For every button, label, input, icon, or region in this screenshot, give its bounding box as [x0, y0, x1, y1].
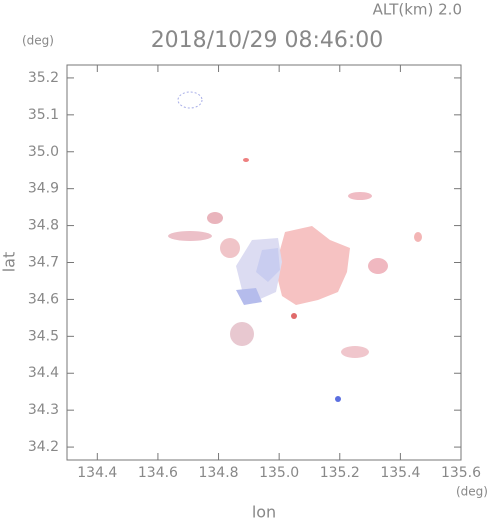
- y-axis-label: lat: [0, 252, 19, 273]
- x-tick-label: 134.8: [198, 465, 238, 481]
- y-tick-label: 34.4: [28, 365, 59, 381]
- x-tick-label: 135.6: [441, 465, 481, 481]
- y-tick-label: 35.2: [28, 70, 59, 86]
- echo-field: [168, 91, 422, 402]
- x-tick-label: 135.2: [320, 465, 360, 481]
- x-tick-label: 135.4: [380, 465, 420, 481]
- x-tick-label: 134.4: [77, 465, 117, 481]
- chart-title: 2018/10/29 08:46:00: [151, 28, 384, 53]
- x-tick-label: 134.6: [138, 465, 178, 481]
- y-tick-label: 34.6: [28, 291, 59, 307]
- x-tick-label: 135.0: [259, 465, 299, 481]
- y-tick-label: 34.9: [28, 181, 59, 197]
- y-tick-label: 34.5: [28, 328, 59, 344]
- y-tick-label: 34.3: [28, 402, 59, 418]
- altitude-label: ALT(km) 2.0: [373, 1, 462, 19]
- y-tick-label: 34.2: [28, 439, 59, 455]
- y-tick-label: 34.8: [28, 218, 59, 234]
- y-tick-label: 35.1: [28, 107, 59, 123]
- y-unit: (deg): [22, 34, 54, 48]
- y-tick-label: 34.7: [28, 255, 59, 271]
- x-unit: (deg): [456, 485, 488, 499]
- y-tick-label: 35.0: [28, 144, 59, 160]
- x-axis-label: lon: [252, 503, 276, 521]
